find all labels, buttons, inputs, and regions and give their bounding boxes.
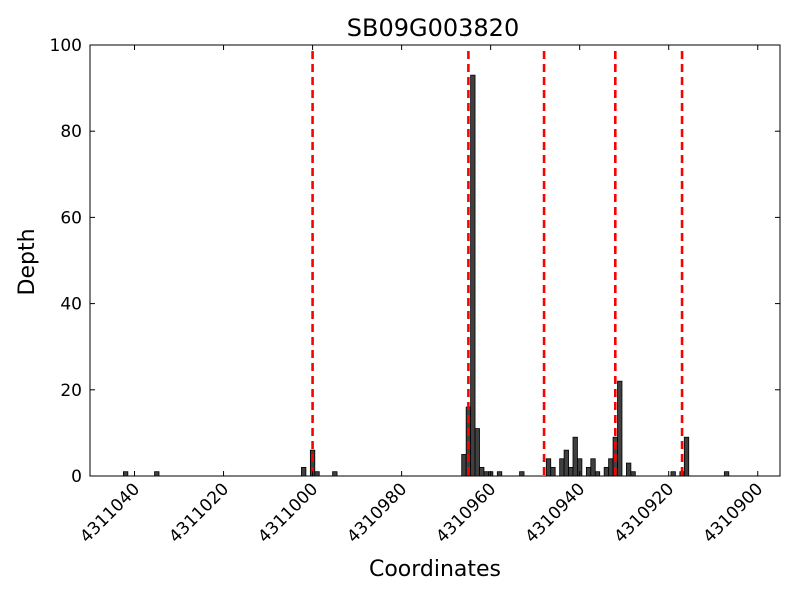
depth-bar [594,471,601,477]
depth-bar [479,466,485,477]
depth-bar [585,466,592,477]
depth-bar [608,458,614,477]
x-tick-label: 4310980 [343,479,411,547]
depth-bar [603,466,610,477]
x-tick-label: 4310960 [432,479,500,547]
y-tick-label: 20 [60,381,82,401]
depth-bar [545,458,552,477]
x-tick-label: 4310940 [522,479,590,547]
y-axis-ticks: 0 20 40 60 80 100 [50,36,780,487]
depth-bar [461,454,467,477]
depth-bar [301,466,307,477]
y-tick-label: 60 [60,208,82,228]
y-tick-label: 0 [71,467,82,487]
plot-area: 4311040 4311020 4311000 4310980 4310960 43109… [50,36,781,547]
depth-bar [332,471,338,477]
depth-bar [617,380,623,477]
depth-bar [563,449,569,477]
x-tick-label: 4311040 [76,479,144,547]
depth-bar [590,458,596,477]
depth-bar [483,471,489,477]
depth-bar [550,466,556,477]
x-tick-label: 4310920 [611,479,679,547]
x-tick-label: 4311020 [165,479,233,547]
x-tick-label: 4310900 [700,479,768,547]
depth-bar [670,471,676,477]
reference-lines-layer [311,51,684,476]
depth-bar [683,436,690,477]
depth-bar [496,471,503,477]
plot-frame [89,44,781,477]
y-tick-label: 100 [50,36,82,56]
depth-bar [626,462,632,477]
depth-bar [630,471,636,477]
depth-bar [572,436,578,477]
depth-bar [559,458,565,477]
depth-bar [519,471,525,477]
depth-bar [474,428,480,477]
depth-bar [568,466,574,477]
x-tick-label: 4311000 [254,479,322,547]
bars-layer [122,74,730,477]
depth-bar [470,74,476,477]
depth-bar [314,471,320,477]
x-axis-ticks: 4311040 4311020 4311000 4310980 4310960 43109… [76,45,767,547]
depth-bar [154,471,160,477]
depth-bar [723,471,730,477]
depth-bar [122,471,129,477]
y-axis-label: Depth [15,228,40,295]
x-axis-label: Coordinates [369,557,501,582]
chart-title: SB09G003820 [347,14,519,42]
y-tick-label: 40 [60,295,82,315]
y-tick-label: 80 [60,122,82,142]
